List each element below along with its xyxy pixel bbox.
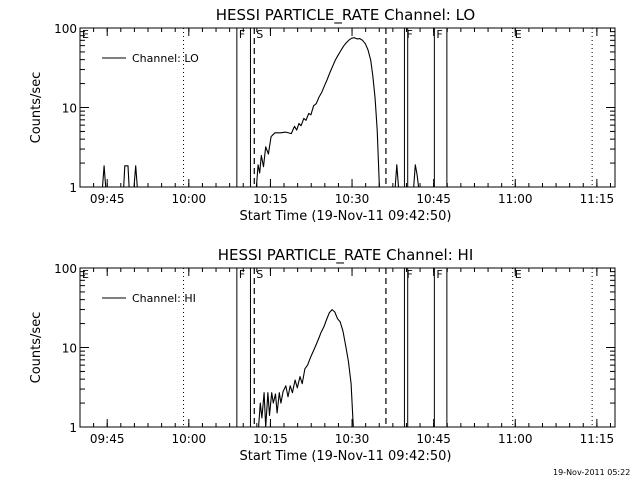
legend-label: Channel: HI bbox=[132, 292, 196, 305]
y-tick-label: 1 bbox=[69, 421, 77, 435]
marker-label: E bbox=[515, 28, 522, 41]
x-tick-label: 09:45 bbox=[90, 192, 125, 206]
x-tick-label: 10:00 bbox=[172, 432, 207, 446]
y-tick-label: 100 bbox=[54, 22, 77, 36]
x-tick-label: 11:15 bbox=[580, 192, 615, 206]
marker-label: S bbox=[256, 28, 263, 41]
y-axis-label: Counts/sec bbox=[29, 72, 44, 144]
y-tick-label: 10 bbox=[62, 342, 77, 356]
x-tick-label: 10:15 bbox=[253, 192, 288, 206]
panel-lo: HESSI PARTICLE_RATE Channel: LOE F S F F E110… bbox=[29, 6, 616, 224]
x-tick-label: 11:00 bbox=[498, 432, 533, 446]
marker-label: E bbox=[515, 268, 522, 281]
marker-label: E bbox=[82, 28, 89, 41]
x-tick-label: 11:00 bbox=[498, 192, 533, 206]
panel-hi: HESSI PARTICLE_RATE Channel: HIE F S F F E110… bbox=[29, 246, 616, 464]
marker-label: F bbox=[436, 28, 442, 41]
marker-label: F bbox=[436, 268, 442, 281]
x-tick-label: 10:30 bbox=[335, 432, 370, 446]
y-tick-label: 100 bbox=[54, 262, 77, 276]
chart-title: HESSI PARTICLE_RATE Channel: LO bbox=[216, 6, 475, 25]
x-axis-label: Start Time (19-Nov-11 09:42:50) bbox=[240, 449, 452, 464]
marker-label: F bbox=[406, 28, 412, 41]
x-tick-label: 11:15 bbox=[580, 432, 615, 446]
series-line bbox=[80, 37, 615, 188]
marker-label: S bbox=[256, 268, 263, 281]
x-tick-label: 10:15 bbox=[253, 432, 288, 446]
x-axis-label: Start Time (19-Nov-11 09:42:50) bbox=[240, 209, 452, 224]
x-tick-label: 10:45 bbox=[416, 192, 451, 206]
legend-label: Channel: LO bbox=[132, 52, 199, 65]
marker-label: F bbox=[239, 268, 245, 281]
marker-label: E bbox=[82, 268, 89, 281]
y-axis-label: Counts/sec bbox=[29, 312, 44, 384]
print-timestamp: 19-Nov-2011 05:22 bbox=[553, 468, 631, 477]
x-tick-label: 10:00 bbox=[172, 192, 207, 206]
marker-label: F bbox=[406, 268, 412, 281]
x-tick-label: 10:45 bbox=[416, 432, 451, 446]
x-tick-label: 10:30 bbox=[335, 192, 370, 206]
marker-label: F bbox=[239, 28, 245, 41]
series-line bbox=[80, 309, 615, 428]
x-tick-label: 09:45 bbox=[90, 432, 125, 446]
y-tick-label: 10 bbox=[62, 102, 77, 116]
y-tick-label: 1 bbox=[69, 181, 77, 195]
chart-title: HESSI PARTICLE_RATE Channel: HI bbox=[218, 246, 474, 265]
